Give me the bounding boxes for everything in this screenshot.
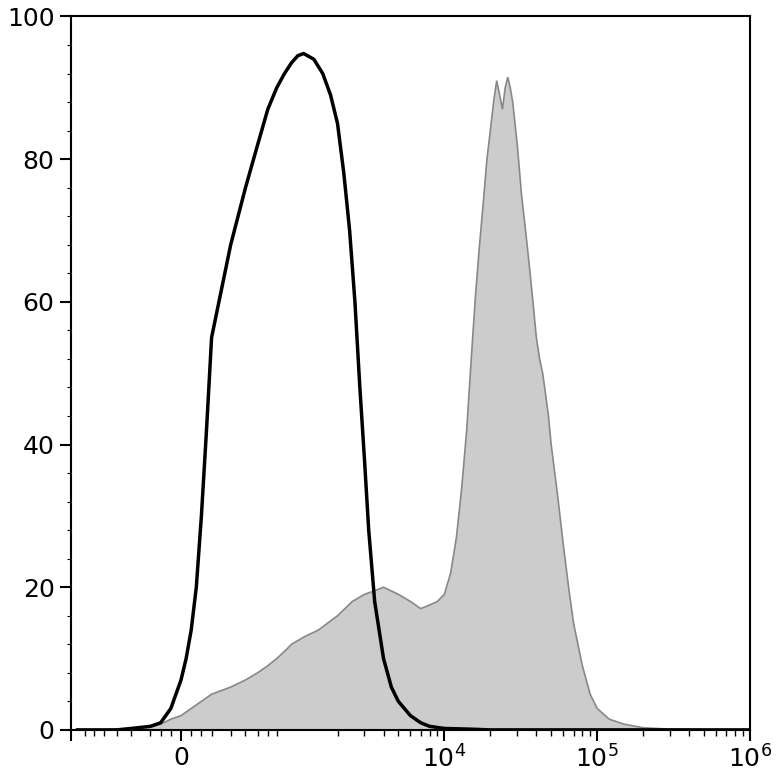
Polygon shape [78, 77, 750, 730]
